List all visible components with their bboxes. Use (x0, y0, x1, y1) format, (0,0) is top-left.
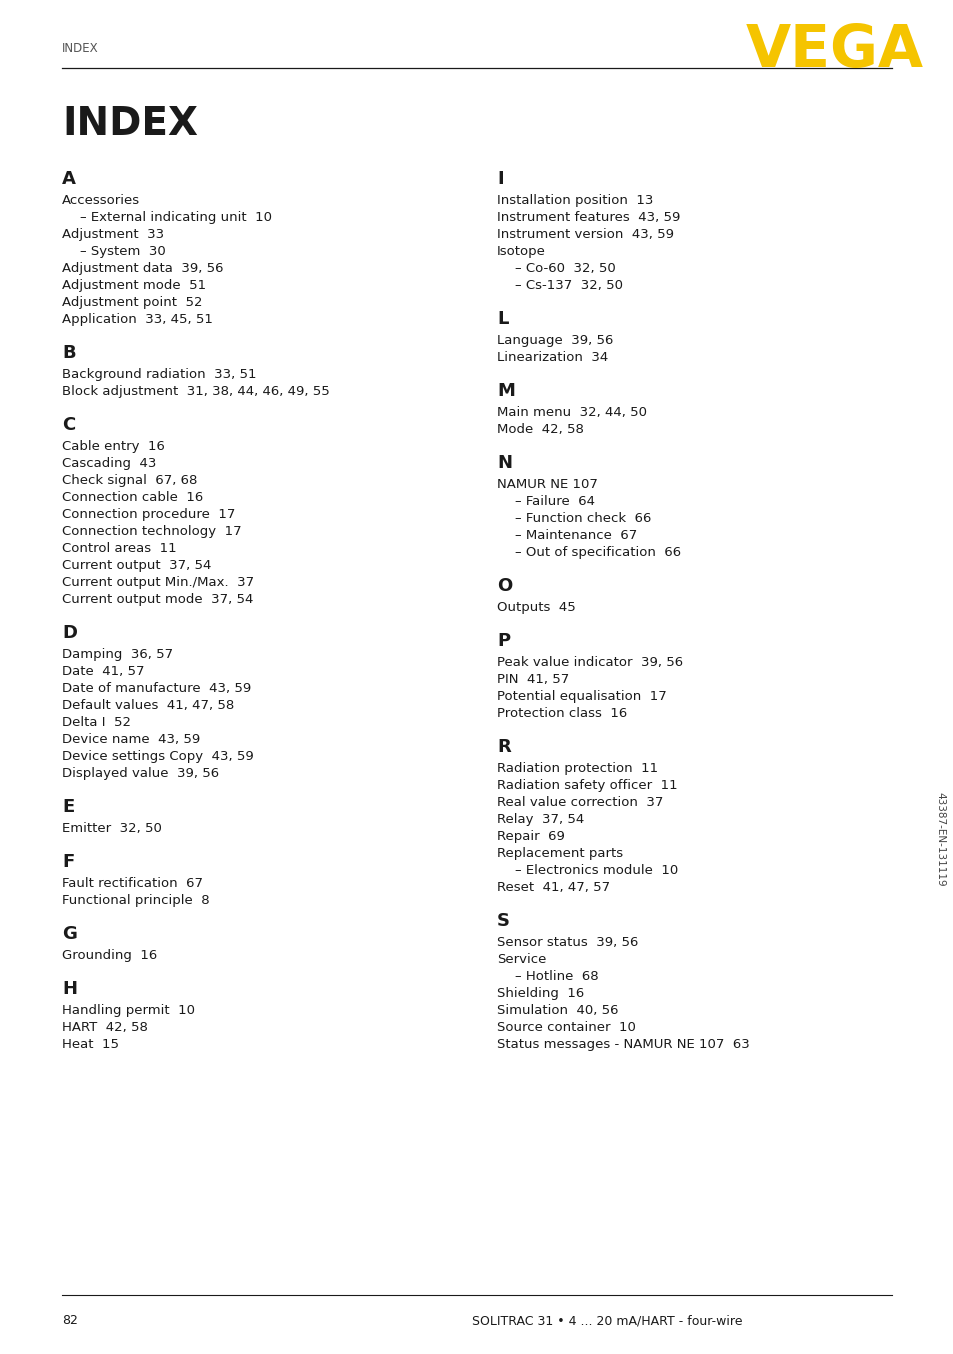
Text: Functional principle  8: Functional principle 8 (62, 894, 210, 907)
Text: Sensor status  39, 56: Sensor status 39, 56 (497, 936, 638, 949)
Text: Grounding  16: Grounding 16 (62, 949, 157, 961)
Text: Adjustment mode  51: Adjustment mode 51 (62, 279, 206, 292)
Text: Adjustment  33: Adjustment 33 (62, 227, 164, 241)
Text: Current output Min./Max.  37: Current output Min./Max. 37 (62, 575, 253, 589)
Text: – Function check  66: – Function check 66 (515, 512, 651, 525)
Text: Current output  37, 54: Current output 37, 54 (62, 559, 212, 571)
Text: Instrument version  43, 59: Instrument version 43, 59 (497, 227, 673, 241)
Text: Emitter  32, 50: Emitter 32, 50 (62, 822, 162, 835)
Text: Damping  36, 57: Damping 36, 57 (62, 649, 172, 661)
Text: Date  41, 57: Date 41, 57 (62, 665, 144, 678)
Text: Accessories: Accessories (62, 194, 140, 207)
Text: – Hotline  68: – Hotline 68 (515, 969, 598, 983)
Text: L: L (497, 310, 508, 328)
Text: I: I (497, 171, 503, 188)
Text: R: R (497, 738, 510, 756)
Text: Control areas  11: Control areas 11 (62, 542, 176, 555)
Text: – Cs-137  32, 50: – Cs-137 32, 50 (515, 279, 622, 292)
Text: Source container  10: Source container 10 (497, 1021, 636, 1034)
Text: M: M (497, 382, 515, 399)
Text: 82: 82 (62, 1313, 78, 1327)
Text: Radiation protection  11: Radiation protection 11 (497, 762, 658, 774)
Text: HART  42, 58: HART 42, 58 (62, 1021, 148, 1034)
Text: Date of manufacture  43, 59: Date of manufacture 43, 59 (62, 682, 251, 695)
Text: Application  33, 45, 51: Application 33, 45, 51 (62, 313, 213, 326)
Text: E: E (62, 798, 74, 816)
Text: VEGA: VEGA (745, 22, 923, 79)
Text: Displayed value  39, 56: Displayed value 39, 56 (62, 766, 219, 780)
Text: – Out of specification  66: – Out of specification 66 (515, 546, 680, 559)
Text: Delta I  52: Delta I 52 (62, 716, 131, 728)
Text: Peak value indicator  39, 56: Peak value indicator 39, 56 (497, 655, 682, 669)
Text: Relay  37, 54: Relay 37, 54 (497, 812, 583, 826)
Text: INDEX: INDEX (62, 106, 198, 144)
Text: Connection cable  16: Connection cable 16 (62, 492, 203, 504)
Text: Potential equalisation  17: Potential equalisation 17 (497, 691, 666, 703)
Text: PIN  41, 57: PIN 41, 57 (497, 673, 569, 686)
Text: Device settings Copy  43, 59: Device settings Copy 43, 59 (62, 750, 253, 764)
Text: Default values  41, 47, 58: Default values 41, 47, 58 (62, 699, 234, 712)
Text: Protection class  16: Protection class 16 (497, 707, 626, 720)
Text: Radiation safety officer  11: Radiation safety officer 11 (497, 779, 677, 792)
Text: Handling permit  10: Handling permit 10 (62, 1005, 194, 1017)
Text: O: O (497, 577, 512, 594)
Text: A: A (62, 171, 76, 188)
Text: 43387-EN-131119: 43387-EN-131119 (934, 792, 944, 887)
Text: S: S (497, 913, 510, 930)
Text: Replacement parts: Replacement parts (497, 848, 622, 860)
Text: Service: Service (497, 953, 546, 965)
Text: N: N (497, 454, 512, 473)
Text: F: F (62, 853, 74, 871)
Text: Isotope: Isotope (497, 245, 545, 259)
Text: – System  30: – System 30 (80, 245, 166, 259)
Text: Heat  15: Heat 15 (62, 1039, 119, 1051)
Text: Adjustment point  52: Adjustment point 52 (62, 297, 202, 309)
Text: H: H (62, 980, 77, 998)
Text: Installation position  13: Installation position 13 (497, 194, 653, 207)
Text: Main menu  32, 44, 50: Main menu 32, 44, 50 (497, 406, 646, 418)
Text: NAMUR NE 107: NAMUR NE 107 (497, 478, 598, 492)
Text: P: P (497, 632, 510, 650)
Text: Adjustment data  39, 56: Adjustment data 39, 56 (62, 263, 223, 275)
Text: Linearization  34: Linearization 34 (497, 351, 608, 364)
Text: Language  39, 56: Language 39, 56 (497, 334, 613, 347)
Text: Background radiation  33, 51: Background radiation 33, 51 (62, 368, 256, 380)
Text: Outputs  45: Outputs 45 (497, 601, 576, 613)
Text: – Maintenance  67: – Maintenance 67 (515, 529, 637, 542)
Text: Device name  43, 59: Device name 43, 59 (62, 733, 200, 746)
Text: Connection technology  17: Connection technology 17 (62, 525, 241, 538)
Text: Fault rectification  67: Fault rectification 67 (62, 877, 203, 890)
Text: Connection procedure  17: Connection procedure 17 (62, 508, 235, 521)
Text: Repair  69: Repair 69 (497, 830, 564, 844)
Text: Instrument features  43, 59: Instrument features 43, 59 (497, 211, 679, 223)
Text: Mode  42, 58: Mode 42, 58 (497, 422, 583, 436)
Text: Block adjustment  31, 38, 44, 46, 49, 55: Block adjustment 31, 38, 44, 46, 49, 55 (62, 385, 330, 398)
Text: Reset  41, 47, 57: Reset 41, 47, 57 (497, 881, 610, 894)
Text: Simulation  40, 56: Simulation 40, 56 (497, 1005, 618, 1017)
Text: – Electronics module  10: – Electronics module 10 (515, 864, 678, 877)
Text: – Co-60  32, 50: – Co-60 32, 50 (515, 263, 615, 275)
Text: SOLITRAC 31 • 4 ... 20 mA/HART - four-wire: SOLITRAC 31 • 4 ... 20 mA/HART - four-wi… (471, 1313, 741, 1327)
Text: C: C (62, 416, 75, 435)
Text: INDEX: INDEX (62, 42, 98, 56)
Text: Cascading  43: Cascading 43 (62, 458, 156, 470)
Text: Current output mode  37, 54: Current output mode 37, 54 (62, 593, 253, 607)
Text: B: B (62, 344, 75, 362)
Text: Shielding  16: Shielding 16 (497, 987, 583, 1001)
Text: Status messages - NAMUR NE 107  63: Status messages - NAMUR NE 107 63 (497, 1039, 749, 1051)
Text: – External indicating unit  10: – External indicating unit 10 (80, 211, 272, 223)
Text: – Failure  64: – Failure 64 (515, 496, 595, 508)
Text: Cable entry  16: Cable entry 16 (62, 440, 165, 454)
Text: G: G (62, 925, 77, 942)
Text: D: D (62, 624, 77, 642)
Text: Real value correction  37: Real value correction 37 (497, 796, 662, 808)
Text: Check signal  67, 68: Check signal 67, 68 (62, 474, 197, 487)
